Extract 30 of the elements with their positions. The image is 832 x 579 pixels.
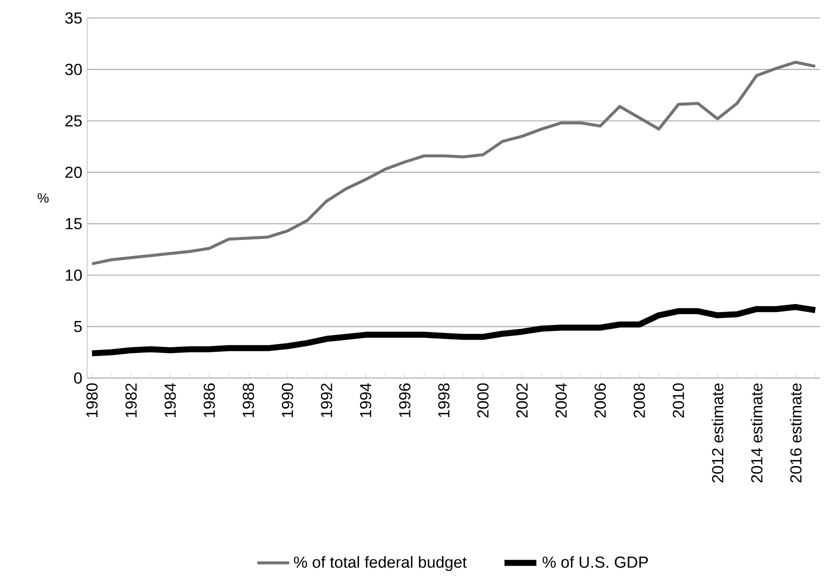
y-tick-label: 5: [74, 321, 82, 332]
y-tick-label: 35: [65, 12, 82, 24]
legend-label: % of total federal budget: [294, 556, 467, 572]
legend-label: % of U.S. GDP: [542, 556, 648, 568]
x-tick-label: 2010: [672, 383, 684, 418]
x-tick-label: 2002: [516, 384, 528, 418]
x-tick-label: 1982: [125, 384, 137, 418]
y-tick-label: 30: [65, 64, 82, 76]
y-axis-title: %: [38, 193, 49, 203]
x-tick-label: 2016 estimate: [790, 383, 802, 482]
x-tick-label: 2004: [555, 383, 567, 418]
x-tick-label: 1984: [164, 383, 176, 418]
x-tick-label: 1986: [204, 383, 215, 418]
y-tick-label: 10: [66, 269, 82, 281]
x-tick-label: 2006: [594, 383, 606, 418]
y-tick-label: 0: [74, 372, 82, 384]
x-tick-label: 2012 estimate: [712, 383, 724, 482]
x-tick-label: 1996: [399, 383, 410, 418]
y-tick-label: 25: [65, 115, 82, 127]
x-tick-label: 2000: [477, 383, 489, 418]
x-tick-label: 1980: [86, 383, 98, 418]
x-tick-label: 2014 estimate: [750, 383, 762, 482]
x-tick-label: 1998: [438, 383, 450, 418]
y-tick-label: 20: [65, 166, 82, 178]
x-tick-label: 1992: [320, 384, 332, 418]
x-tick-label: 1994: [360, 383, 372, 418]
x-tick-label: 1990: [282, 383, 294, 418]
x-tick-label: 1988: [242, 383, 254, 418]
x-tick-label: 2008: [634, 383, 645, 418]
y-tick-label: 15: [66, 218, 82, 230]
